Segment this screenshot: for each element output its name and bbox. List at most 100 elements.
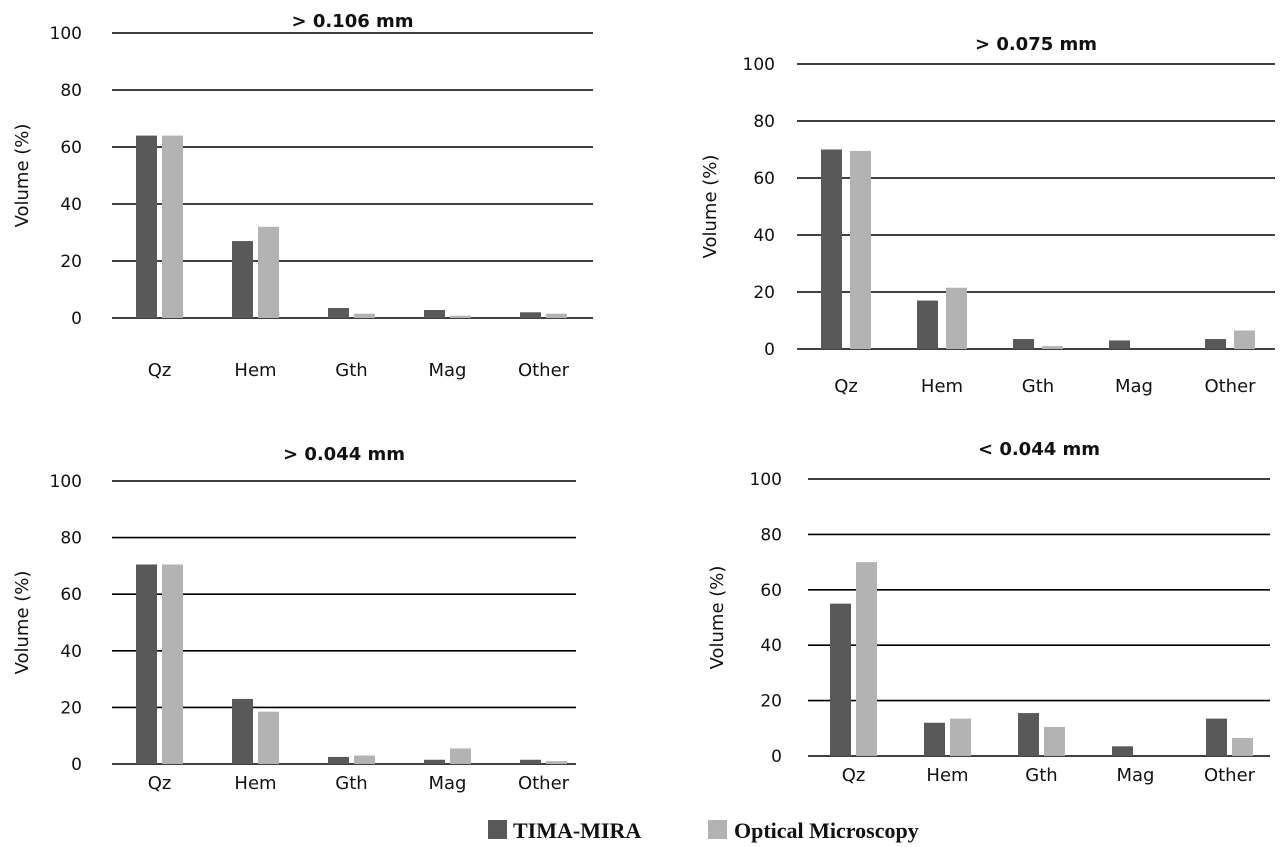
bar-other-tima-mira — [1206, 718, 1227, 756]
x-category-label: Qz — [148, 773, 172, 794]
chart-title: > 0.075 mm — [975, 34, 1097, 55]
y-tick-label: 100 — [743, 55, 775, 75]
x-category-label: Gth — [1022, 376, 1054, 397]
bar-gth-optical-microscopy — [1044, 726, 1065, 756]
chart-panel-2: > 0.075 mm 0 20 40 60 80 100 Volume (%) Qz Hem Gth… — [700, 34, 1275, 397]
bar-qz-optical-microscopy — [850, 150, 871, 349]
x-category-label: Qz — [834, 376, 858, 397]
y-axis-label: Volume (%) — [12, 571, 33, 675]
bar-hem-optical-microscopy — [258, 711, 279, 764]
legend-label-optical-microscopy: Optical Microscopy — [734, 818, 919, 843]
bar-gth-tima-mira — [328, 308, 349, 318]
y-tick-label: 100 — [50, 24, 82, 44]
bar-qz-optical-microscopy — [162, 564, 183, 764]
bar-mag-tima-mira — [424, 759, 445, 764]
legend-swatch-optical-microscopy — [708, 820, 727, 839]
chart-panel-3: > 0.044 mm 0 20 40 60 80 100 Volume (%) Qz Hem Gth… — [12, 444, 576, 794]
x-category-label: Other — [518, 360, 570, 381]
bar-gth-tima-mira — [328, 756, 349, 764]
x-category-label: Other — [1204, 376, 1256, 397]
bar-hem-tima-mira — [232, 241, 253, 318]
bar-other-optical-microscopy — [546, 761, 567, 764]
bar-mag-tima-mira — [1112, 746, 1133, 756]
x-category-label: Qz — [148, 360, 172, 381]
legend: TIMA-MIRA Optical Microscopy — [488, 818, 919, 843]
y-tick-label: 0 — [771, 747, 782, 767]
bar-gth-tima-mira — [1018, 713, 1039, 756]
bar-hem-optical-microscopy — [946, 287, 967, 349]
y-tick-label: 60 — [60, 585, 82, 605]
y-axis-label: Volume (%) — [700, 155, 721, 259]
x-category-label: Gth — [335, 773, 367, 794]
bar-qz-tima-mira — [136, 135, 157, 318]
bar-gth-optical-microscopy — [1042, 346, 1063, 349]
y-tick-label: 20 — [60, 698, 82, 718]
y-tick-label: 40 — [760, 636, 782, 656]
x-category-label: Mag — [429, 360, 467, 381]
y-axis-label: Volume (%) — [707, 566, 728, 670]
chart-title: > 0.044 mm — [283, 444, 405, 465]
bar-hem-tima-mira — [917, 300, 938, 349]
y-tick-label: 20 — [753, 283, 775, 303]
y-tick-label: 40 — [753, 226, 775, 246]
bar-hem-optical-microscopy — [950, 718, 971, 756]
bar-gth-optical-microscopy — [354, 313, 375, 318]
legend-swatch-tima-mira — [488, 820, 507, 839]
bar-hem-tima-mira — [924, 722, 945, 756]
y-tick-label: 60 — [753, 169, 775, 189]
charts-container: > 0.106 mm 0 20 40 60 80 100 Volume (%) Qz Hem Gth… — [12, 11, 1275, 794]
y-axis-label: Volume (%) — [12, 124, 33, 228]
bar-other-tima-mira — [1205, 339, 1226, 349]
y-tick-label: 0 — [71, 755, 82, 775]
x-category-label: Gth — [335, 360, 367, 381]
y-tick-label: 0 — [71, 309, 82, 329]
y-tick-label: 60 — [60, 138, 82, 158]
bar-other-optical-microscopy — [1232, 737, 1253, 756]
chart-panel-4: < 0.044 mm 0 20 40 60 80 100 Volume (%) Qz Hem Gth… — [707, 439, 1270, 786]
y-tick-label: 80 — [60, 529, 82, 549]
x-category-label: Gth — [1025, 765, 1057, 786]
bar-gth-tima-mira — [1013, 339, 1034, 349]
x-category-label: Mag — [1117, 765, 1155, 786]
y-tick-label: 20 — [60, 252, 82, 272]
x-category-label: Hem — [234, 773, 276, 794]
bar-mag-optical-microscopy — [450, 748, 471, 764]
x-category-label: Mag — [1115, 376, 1153, 397]
x-category-label: Qz — [842, 765, 866, 786]
x-category-label: Hem — [926, 765, 968, 786]
y-tick-label: 60 — [760, 581, 782, 601]
bar-qz-optical-microscopy — [856, 562, 877, 756]
y-tick-label: 20 — [760, 692, 782, 712]
bar-other-optical-microscopy — [1234, 330, 1255, 349]
bar-other-tima-mira — [520, 312, 541, 318]
y-tick-label: 0 — [764, 340, 775, 360]
x-category-label: Mag — [429, 773, 467, 794]
bar-other-optical-microscopy — [546, 313, 567, 318]
x-category-label: Hem — [234, 360, 276, 381]
bar-hem-tima-mira — [232, 698, 253, 764]
bar-other-tima-mira — [520, 759, 541, 764]
chart-title: < 0.044 mm — [978, 439, 1100, 460]
y-tick-label: 100 — [750, 470, 782, 490]
x-category-label: Hem — [921, 376, 963, 397]
chart-title: > 0.106 mm — [291, 11, 413, 32]
chart-panel-1: > 0.106 mm 0 20 40 60 80 100 Volume (%) Qz Hem Gth… — [12, 11, 593, 381]
y-tick-label: 80 — [60, 81, 82, 101]
bar-hem-optical-microscopy — [258, 226, 279, 318]
bar-qz-tima-mira — [136, 564, 157, 764]
bar-mag-tima-mira — [424, 310, 445, 318]
y-tick-label: 100 — [50, 472, 82, 492]
y-tick-label: 80 — [760, 525, 782, 545]
bar-qz-tima-mira — [830, 603, 851, 756]
y-tick-label: 40 — [60, 642, 82, 662]
y-tick-label: 80 — [753, 112, 775, 132]
x-category-label: Other — [1204, 765, 1256, 786]
y-tick-label: 40 — [60, 195, 82, 215]
bar-qz-optical-microscopy — [162, 135, 183, 318]
bar-gth-optical-microscopy — [354, 755, 375, 764]
legend-label-tima-mira: TIMA-MIRA — [513, 818, 641, 843]
bar-qz-tima-mira — [821, 149, 842, 349]
bar-mag-optical-microscopy — [450, 315, 471, 318]
x-category-label: Other — [518, 773, 570, 794]
